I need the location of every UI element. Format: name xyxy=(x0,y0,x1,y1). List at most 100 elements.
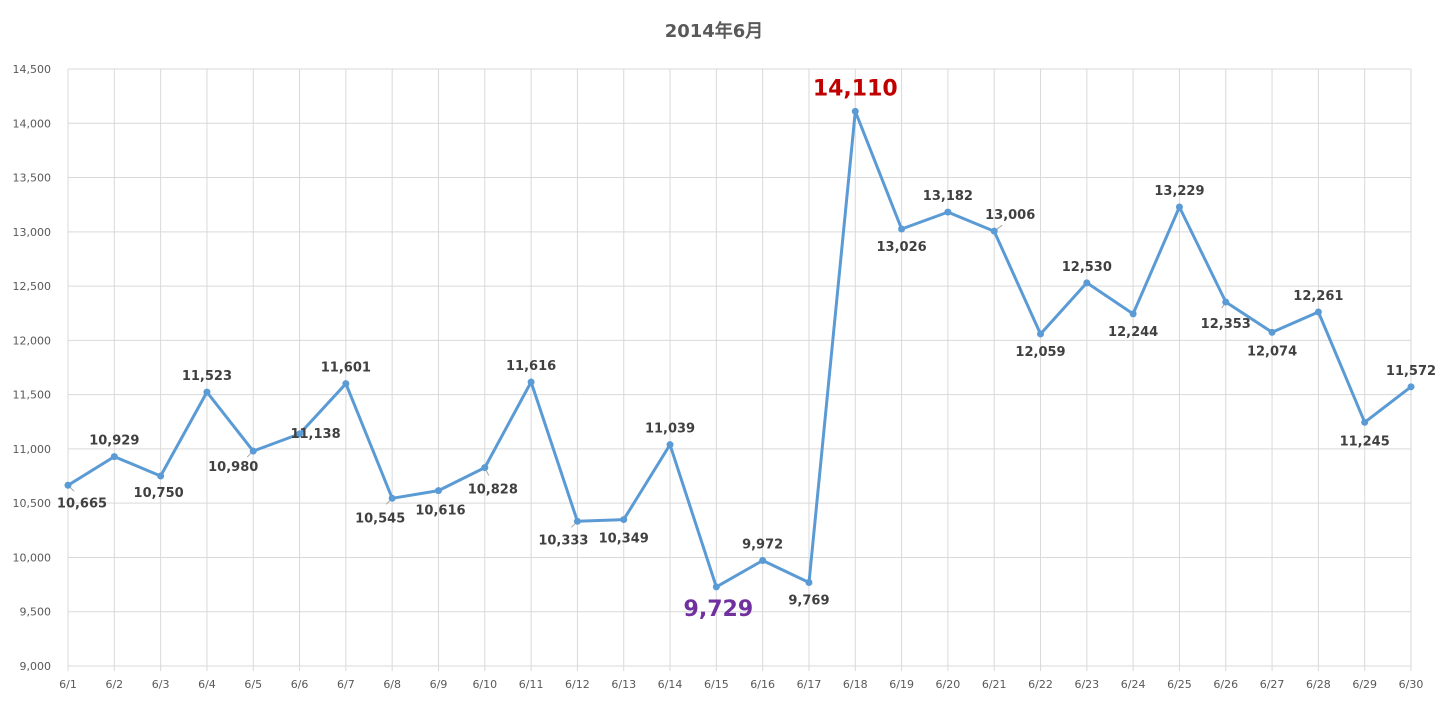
y-tick-label: 13,000 xyxy=(13,226,52,239)
series-line-group xyxy=(67,109,1412,589)
data-label: 12,353 xyxy=(1201,317,1251,332)
x-tick-label: 6/4 xyxy=(198,678,216,691)
x-tick-label: 6/29 xyxy=(1352,678,1377,691)
x-tick-label: 6/19 xyxy=(889,678,914,691)
data-point xyxy=(1083,279,1091,287)
series-line xyxy=(67,109,1412,589)
data-label: 11,601 xyxy=(321,361,371,376)
data-label: 10,545 xyxy=(355,511,405,526)
y-tick-label: 11,500 xyxy=(13,389,52,402)
y-tick-label: 13,500 xyxy=(13,172,52,185)
data-point xyxy=(944,208,952,216)
data-label: 13,006 xyxy=(985,208,1035,223)
y-tick-label: 12,000 xyxy=(13,334,52,347)
data-label: 13,182 xyxy=(923,189,973,204)
data-point xyxy=(64,481,72,489)
x-tick-label: 6/11 xyxy=(519,678,544,691)
data-label: 12,074 xyxy=(1247,344,1297,359)
x-tick-label: 6/3 xyxy=(152,678,170,691)
data-point xyxy=(573,517,581,525)
x-tick-label: 6/22 xyxy=(1028,678,1053,691)
data-label: 10,665 xyxy=(57,496,107,511)
x-tick-label: 6/9 xyxy=(430,678,448,691)
data-point xyxy=(157,472,165,480)
data-label: 12,059 xyxy=(1015,345,1065,360)
data-label: 10,333 xyxy=(538,533,588,548)
x-tick-label: 6/14 xyxy=(658,678,683,691)
data-labels: 10,665 10,929 10,750 11,523 10,980 11,138 11,6… xyxy=(57,76,1436,622)
data-point xyxy=(712,583,720,591)
data-point xyxy=(990,227,998,235)
y-tick-label: 9,000 xyxy=(20,660,52,673)
x-tick-label: 6/26 xyxy=(1213,678,1238,691)
data-label: 11,138 xyxy=(290,427,340,442)
data-point xyxy=(759,556,767,564)
chart-title: 2014年6月 xyxy=(665,20,764,42)
data-point xyxy=(1407,383,1415,391)
data-label: 10,616 xyxy=(415,504,465,519)
data-label: 12,530 xyxy=(1062,260,1112,275)
y-tick-label: 11,000 xyxy=(13,443,52,456)
data-label: 10,828 xyxy=(468,483,518,498)
x-tick-label: 6/6 xyxy=(291,678,309,691)
data-label: 12,244 xyxy=(1108,325,1158,340)
y-tick-label: 14,500 xyxy=(13,63,52,76)
data-label: 10,750 xyxy=(134,486,184,501)
x-tick-label: 6/16 xyxy=(750,678,775,691)
data-point xyxy=(805,579,813,587)
data-point xyxy=(388,494,396,502)
x-tick-label: 6/2 xyxy=(105,678,123,691)
data-point xyxy=(342,380,350,388)
data-label: 13,229 xyxy=(1154,184,1204,199)
data-point xyxy=(851,107,859,115)
data-label: 11,245 xyxy=(1340,434,1390,449)
data-point xyxy=(1129,310,1137,318)
data-label: 11,039 xyxy=(645,422,695,437)
x-tick-label: 6/30 xyxy=(1399,678,1424,691)
gridlines xyxy=(67,68,1412,671)
x-tick-label: 6/28 xyxy=(1306,678,1331,691)
data-point xyxy=(110,453,118,461)
data-label: 11,572 xyxy=(1386,364,1436,379)
min-data-label: 9,729 xyxy=(684,597,754,622)
data-label: 11,523 xyxy=(182,369,232,384)
data-label: 10,929 xyxy=(89,434,139,449)
data-label: 13,026 xyxy=(877,240,927,255)
x-tick-label: 6/23 xyxy=(1074,678,1099,691)
data-point xyxy=(1175,203,1183,211)
data-point xyxy=(1314,308,1322,316)
y-tick-label: 10,000 xyxy=(13,551,52,564)
data-point xyxy=(481,464,489,472)
data-label: 9,769 xyxy=(788,594,829,609)
data-points xyxy=(64,107,1415,591)
x-tick-label: 6/13 xyxy=(611,678,636,691)
data-point xyxy=(620,516,628,524)
data-label: 10,349 xyxy=(599,532,649,547)
data-label: 9,972 xyxy=(742,537,783,552)
data-label: 11,616 xyxy=(506,359,556,374)
x-tick-label: 6/21 xyxy=(982,678,1007,691)
data-point xyxy=(1222,298,1230,306)
x-tick-label: 6/8 xyxy=(383,678,401,691)
data-point xyxy=(434,487,442,495)
x-tick-label: 6/10 xyxy=(472,678,497,691)
x-tick-label: 6/27 xyxy=(1260,678,1285,691)
x-tick-label: 6/12 xyxy=(565,678,590,691)
data-point xyxy=(249,447,257,455)
y-tick-label: 9,500 xyxy=(20,606,52,619)
y-tick-label: 14,000 xyxy=(13,117,52,130)
x-tick-label: 6/25 xyxy=(1167,678,1192,691)
x-tick-label: 6/18 xyxy=(843,678,868,691)
data-point xyxy=(203,388,211,396)
data-point xyxy=(527,378,535,386)
data-point xyxy=(1361,418,1369,426)
x-tick-label: 6/15 xyxy=(704,678,729,691)
x-tick-label: 6/7 xyxy=(337,678,355,691)
data-point xyxy=(898,225,906,233)
data-label: 12,261 xyxy=(1293,289,1343,304)
data-point xyxy=(1037,330,1045,338)
data-point xyxy=(296,430,304,438)
y-axis-ticks: 9,000 9,500 10,000 10,500 11,000 11,500 12,000… xyxy=(13,63,52,673)
data-point xyxy=(1268,328,1276,336)
